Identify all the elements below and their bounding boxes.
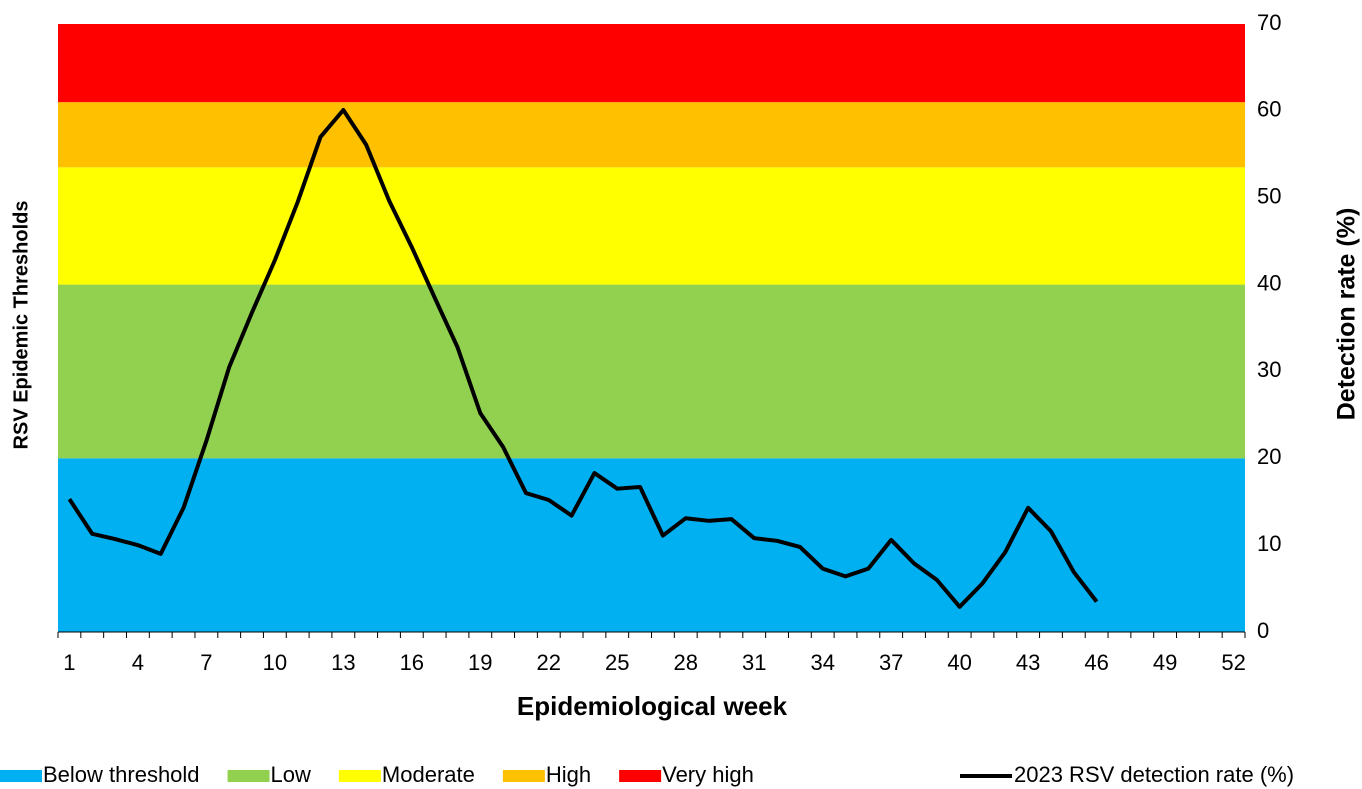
legend-swatch [0,770,42,782]
x-tick-label: 40 [947,650,971,675]
legend-swatch [227,770,270,782]
y-tick-label: 60 [1257,97,1281,122]
legend-swatch [338,770,381,782]
x-tick-label: 31 [742,650,766,675]
x-tick-label: 1 [63,650,75,675]
threshold-band [58,24,1245,103]
x-tick-label: 22 [537,650,561,675]
y-tick-label: 70 [1257,10,1281,35]
x-tick-label: 43 [1016,650,1040,675]
legend-label: High [546,762,591,787]
threshold-band [58,102,1245,168]
legend-swatch [619,770,662,782]
x-tick-label: 13 [331,650,355,675]
data-line [67,107,1099,609]
y-tick-label: 0 [1257,618,1269,643]
threshold-band [58,167,1245,285]
band-axis-label: RSV Epidemic Thresholds [10,201,32,450]
y-axis-label: Detection rate (%) [1333,208,1361,421]
x-tick-label: 16 [400,650,424,675]
x-tick-label: 25 [605,650,629,675]
y-tick-label: 10 [1257,531,1281,556]
y-tick-label: 30 [1257,357,1281,382]
y-tick-label: 20 [1257,444,1281,469]
legend-label: 2023 RSV detection rate (%) [1014,762,1294,787]
x-tick-label: 49 [1153,650,1177,675]
x-tick-label: 46 [1084,650,1108,675]
x-tick-label: 19 [468,650,492,675]
x-tick-label: 52 [1221,650,1245,675]
legend-label: Very high [662,762,754,787]
legend-label: Below threshold [43,762,200,787]
legend-swatch [502,770,545,782]
y-tick-label: 50 [1257,184,1281,209]
x-tick-label: 34 [810,650,834,675]
x-tick-label: 10 [263,650,287,675]
x-tick-label: 7 [200,650,212,675]
x-tick-label: 4 [132,650,144,675]
x-tick-label: 28 [673,650,697,675]
legend-label: Low [271,762,311,787]
threshold-band [58,458,1245,632]
x-axis-label: Epidemiological week [517,691,788,721]
y-tick-label: 40 [1257,270,1281,295]
legend-label: Moderate [382,762,475,787]
bands [58,24,1245,632]
x-tick-label: 37 [879,650,903,675]
threshold-band [58,284,1245,459]
